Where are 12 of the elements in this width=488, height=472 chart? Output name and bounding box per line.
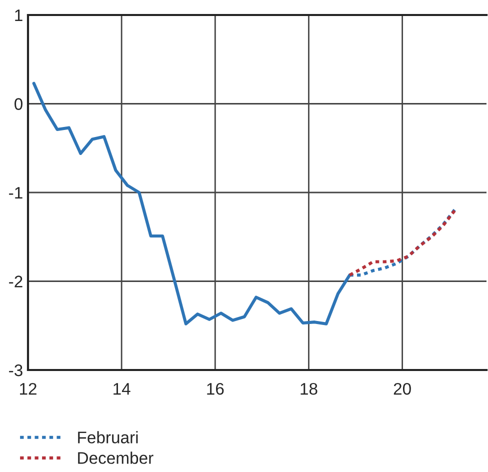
y-tick-label: -3 <box>9 364 22 376</box>
y-tick-label: -2 <box>9 276 22 288</box>
x-tick-label: 14 <box>114 383 130 395</box>
legend-label: December <box>78 452 154 464</box>
x-tick-label: 16 <box>207 382 224 395</box>
y-tick-label: -1 <box>9 187 22 199</box>
y-tick-label: 0 <box>14 98 22 110</box>
x-tick-label: 20 <box>394 382 411 395</box>
legend-label: Februari <box>78 431 138 444</box>
x-tick-label: 12 <box>20 382 36 395</box>
x-tick-label: 18 <box>300 382 318 395</box>
y-tick-label: 1 <box>15 10 22 22</box>
